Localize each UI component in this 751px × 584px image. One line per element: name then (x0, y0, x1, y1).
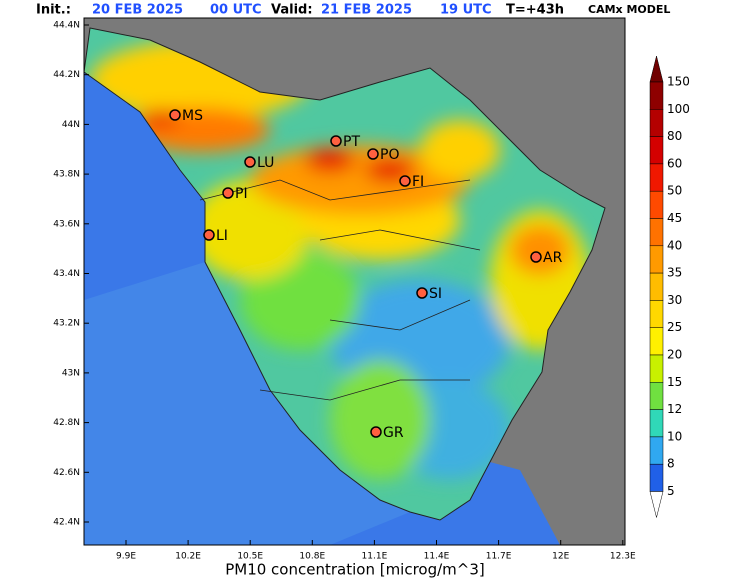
colorbar-label: 25 (667, 320, 682, 334)
lat-label: 44.4N (53, 21, 80, 31)
city-label: GR (383, 425, 404, 441)
lat-label: 44N (62, 120, 80, 130)
city-label: MS (182, 108, 203, 124)
lat-label: 43.8N (53, 170, 80, 180)
lon-label: 10.5E (237, 552, 263, 562)
lat-label: 42.8N (53, 418, 80, 428)
city-marker (416, 287, 428, 299)
city-label: SI (429, 286, 442, 302)
colorbar-band (649, 109, 664, 137)
lon-label: 12E (552, 552, 569, 562)
city-marker (370, 426, 382, 438)
colorbar-label: 8 (667, 457, 675, 471)
city-label: PO (380, 147, 399, 163)
colorbar-band (649, 327, 664, 356)
colorbar-label: 20 (667, 348, 682, 362)
lon-label: 10.8E (299, 552, 325, 562)
colorbar-band (649, 190, 664, 219)
colorbar-band (649, 463, 664, 492)
colorbar-band (649, 163, 664, 192)
colorbar-label: 50 (667, 184, 682, 198)
colorbar-label: 150 (667, 75, 690, 89)
colorbar-top (649, 55, 664, 83)
lat-label: 43.2N (53, 319, 80, 329)
valid-label: Valid: (271, 3, 313, 18)
lon-label: 12.3E (610, 552, 636, 562)
city-marker (169, 109, 181, 121)
city-marker (244, 156, 256, 168)
colorbar-band (649, 354, 664, 383)
colorbar-band (649, 136, 664, 165)
colorbar-band (649, 218, 664, 247)
city-label: AR (543, 250, 563, 266)
city-marker (330, 135, 342, 147)
city-marker (399, 175, 411, 187)
colorbar-label: 10 (667, 429, 682, 443)
colorbar-label: 100 (667, 102, 690, 116)
colorbar-band (649, 382, 664, 410)
lat-label: 44.2N (53, 70, 80, 80)
lon-label: 10.2E (175, 552, 201, 562)
lon-label: 9.9E (116, 552, 136, 562)
init-time: 00 UTC (210, 3, 262, 18)
city-label: LI (216, 228, 228, 244)
x-axis-title: PM10 concentration [microg/m^3] (225, 561, 485, 579)
init-date: 20 FEB 2025 (92, 3, 183, 18)
map (84, 18, 625, 545)
city-label: FI (412, 174, 424, 190)
lat-label: 42.6N (53, 468, 80, 478)
lead-time: T=+43h (506, 3, 564, 18)
lon-label: 11.7E (486, 552, 512, 562)
lon-label: 11.4E (424, 552, 450, 562)
colorbar-band (649, 409, 664, 438)
colorbar-label: 35 (667, 266, 682, 280)
colorbar-band (649, 300, 664, 328)
colorbar-band (649, 245, 664, 274)
model-name: CAMx MODEL (588, 3, 670, 16)
colorbar-label: 12 (667, 402, 682, 416)
lon-label: 11.1E (362, 552, 388, 562)
colorbar-band (649, 81, 664, 110)
city-marker (367, 148, 379, 160)
colorbar-label: 30 (667, 293, 682, 307)
lat-label: 43N (62, 368, 80, 378)
colorbar-label: 15 (667, 375, 682, 389)
city-label: PT (343, 134, 360, 150)
lat-label: 43.6N (53, 219, 80, 229)
lat-label: 43.4N (53, 269, 80, 279)
city-label: PI (235, 186, 248, 202)
city-marker (222, 187, 234, 199)
colorbar-bottom (649, 491, 664, 518)
city-label: LU (257, 155, 274, 171)
colorbar-label: 5 (667, 484, 675, 498)
lat-label: 42.4N (53, 518, 80, 528)
init-label: Init.: (36, 3, 71, 18)
city-marker (203, 229, 215, 241)
valid-date: 21 FEB 2025 (321, 3, 412, 18)
city-marker (530, 251, 542, 263)
colorbar-label: 60 (667, 156, 682, 170)
colorbar-label: 45 (667, 211, 682, 225)
colorbar-label: 40 (667, 238, 682, 252)
colorbar-label: 80 (667, 129, 682, 143)
colorbar-band (649, 436, 664, 465)
map-frame (83, 17, 626, 546)
valid-time: 19 UTC (440, 3, 492, 18)
colorbar-band (649, 272, 664, 301)
